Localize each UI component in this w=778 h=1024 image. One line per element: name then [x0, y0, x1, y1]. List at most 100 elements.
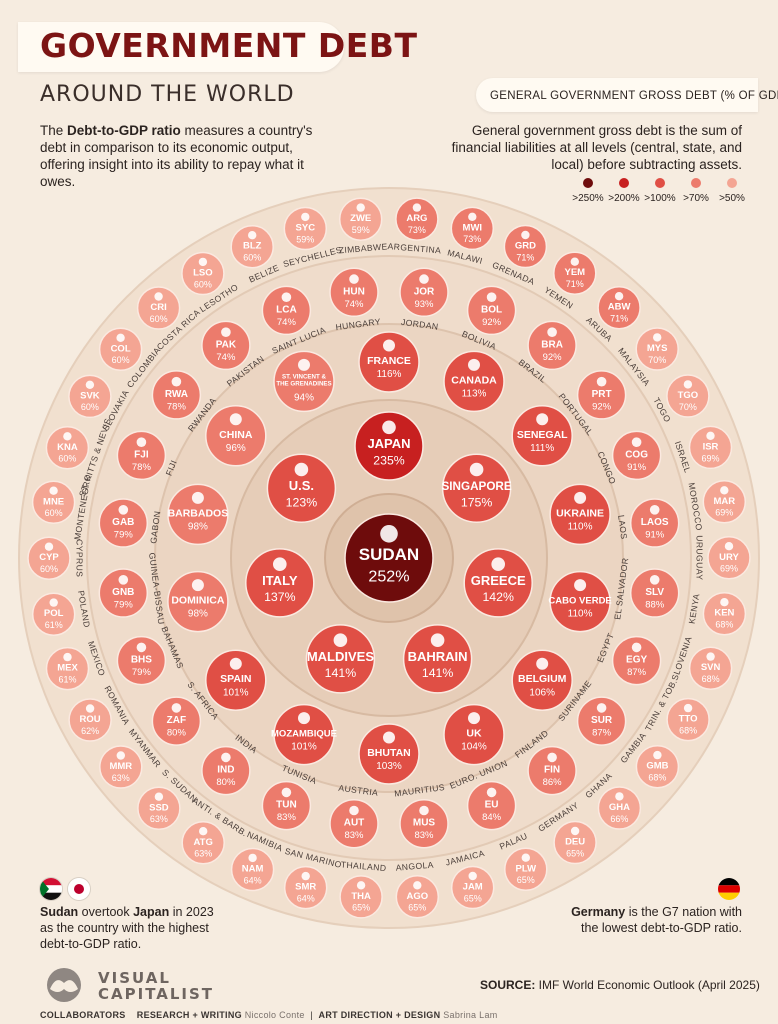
- bubble-value: 101%: [223, 687, 249, 698]
- bubble: [702, 591, 747, 636]
- logo-line-2: CAPITALIST: [98, 985, 215, 1003]
- flag-icon: [720, 598, 729, 607]
- flag-icon: [486, 787, 497, 798]
- bubble: [151, 696, 202, 746]
- bubble-value: 59%: [352, 225, 370, 235]
- bubble: [629, 498, 680, 548]
- intro-bold: Debt-to-GDP ratio: [67, 123, 181, 138]
- flag-icon: [136, 642, 147, 653]
- bubble: [688, 425, 733, 470]
- bubble: [344, 513, 434, 603]
- bubble-value: 59%: [296, 234, 314, 244]
- legend-item: >200%: [606, 178, 642, 204]
- credits-research-name: Niccolo Conte: [244, 1010, 305, 1020]
- bubble-value: 252%: [368, 567, 409, 585]
- bubble-country: SMR: [295, 882, 316, 893]
- bubble: [31, 592, 76, 636]
- bubble-value: 70%: [648, 355, 666, 365]
- germany-note: Germany is the G7 nation with the lowest…: [552, 904, 742, 936]
- page-title: GOVERNMENT DEBT: [40, 26, 418, 65]
- bubble-value: 71%: [566, 279, 584, 289]
- bubble: [273, 703, 335, 766]
- bubble-country: BAHRAIN: [408, 649, 468, 664]
- bubble: [549, 483, 611, 546]
- bubble: [399, 798, 449, 849]
- bubble: [466, 285, 517, 336]
- flag-icon: [248, 231, 257, 240]
- bubble: [635, 744, 680, 789]
- sudan-note-post: in 2023 as the country with the highest …: [40, 905, 214, 951]
- bubble-country: MMR: [109, 761, 132, 772]
- credits-design-name: Sabrina Lam: [443, 1010, 498, 1020]
- flag-icon: [281, 292, 292, 303]
- japan-note-bold: Japan: [133, 905, 170, 919]
- bubble-country: COL: [111, 343, 131, 354]
- bubble-country: PLW: [516, 863, 537, 874]
- legend-item: >70%: [678, 178, 714, 204]
- bubble: [283, 206, 328, 251]
- bubble: [466, 780, 517, 831]
- flag-icon: [349, 805, 359, 816]
- bubble: [45, 426, 90, 470]
- bubble-country: CANADA: [451, 374, 497, 386]
- bubble-country: SINGAPORE: [442, 480, 512, 493]
- bubble-country: PAK: [216, 339, 237, 350]
- bubble-country: LCA: [276, 304, 297, 315]
- bubble-country: EU: [485, 800, 499, 811]
- bubble: [266, 453, 337, 523]
- bubble-value: 60%: [194, 279, 212, 289]
- sudan-flag-icon: [40, 878, 62, 900]
- bubble: [201, 745, 251, 796]
- flag-icon: [706, 431, 715, 440]
- bubble: [181, 821, 225, 865]
- bubble-country: MEX: [57, 663, 78, 674]
- bubble-value: 64%: [297, 894, 315, 904]
- bubble: [688, 646, 733, 690]
- bubble-country: GMB: [646, 761, 668, 772]
- flag-icon: [301, 871, 310, 881]
- bubble: [576, 370, 627, 420]
- bubble-value: 69%: [701, 453, 719, 463]
- bubble: [116, 430, 167, 481]
- flag-icon: [116, 333, 125, 342]
- bubble-value: 235%: [373, 453, 405, 467]
- bubble: [273, 350, 335, 413]
- bubble-country: BHS: [131, 655, 152, 666]
- bubble-country: NAM: [242, 864, 264, 875]
- flag-icon: [574, 579, 587, 592]
- flag-icon: [118, 505, 129, 515]
- bubble-country: MUS: [413, 818, 436, 829]
- credits-research-label: RESEARCH + WRITING: [136, 1010, 242, 1020]
- bubble-value: 83%: [414, 830, 434, 841]
- legend-swatch: [727, 178, 737, 188]
- bubble-country: POL: [44, 608, 64, 619]
- bubble-value: 106%: [529, 687, 555, 698]
- bubble: [635, 327, 679, 371]
- bubble-country: ROU: [80, 714, 101, 725]
- bubble-value: 60%: [58, 454, 76, 464]
- bubble-value: 175%: [461, 495, 493, 509]
- bubble-country: JOR: [414, 286, 435, 297]
- bubble-value: 61%: [45, 620, 63, 630]
- bubble-value: 79%: [114, 530, 134, 541]
- bubble-value: 63%: [112, 773, 130, 783]
- flag-icon: [706, 652, 715, 661]
- bubble-country: GRD: [515, 241, 536, 252]
- bubble: [338, 197, 383, 241]
- bubble-value: 93%: [414, 299, 434, 310]
- flag-icon: [383, 731, 395, 744]
- bubble-country: GHA: [609, 802, 630, 813]
- bubble-value: 87%: [592, 728, 612, 739]
- flag-icon: [191, 579, 204, 592]
- bubble-value: 94%: [294, 393, 314, 404]
- sudan-japan-flags: [40, 878, 100, 900]
- bubble: [450, 865, 495, 910]
- bubble-country: ITALY: [262, 573, 298, 588]
- bubble-value: 101%: [291, 742, 317, 753]
- bubble: [549, 570, 611, 633]
- bubble-value: 63%: [194, 849, 212, 859]
- country-ring-label: ZIMBABWE: [338, 241, 388, 255]
- bubble: [358, 723, 420, 785]
- flag-icon: [154, 292, 163, 301]
- bubble-country: MAR: [713, 496, 735, 507]
